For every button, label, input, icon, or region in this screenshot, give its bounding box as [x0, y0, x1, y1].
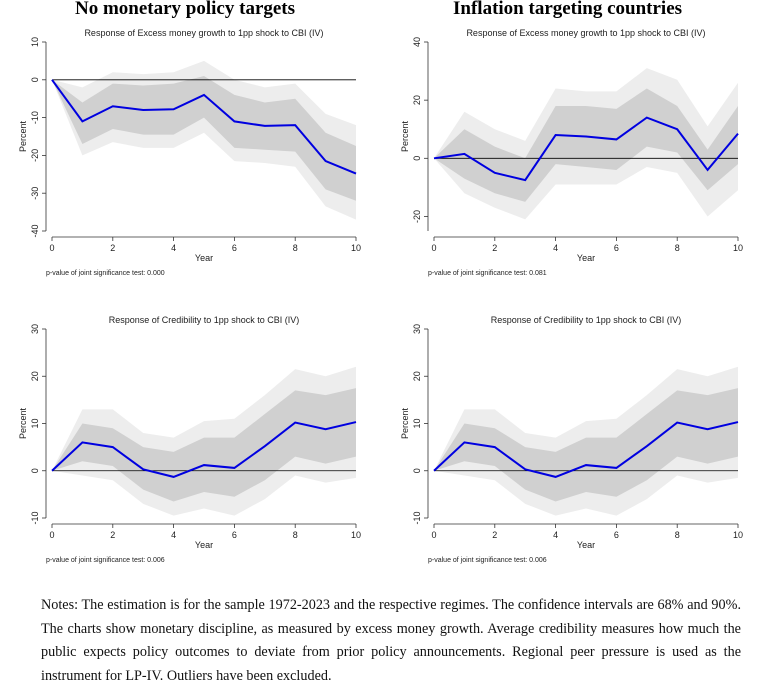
- y-tick-label: 10: [30, 418, 40, 428]
- p-value-footnote: p-value of joint significance test: 0.00…: [428, 557, 547, 564]
- chart-title: Response of Excess money growth to 1pp s…: [84, 28, 323, 38]
- confidence-band-68: [434, 88, 738, 202]
- y-tick-label: -10: [30, 511, 40, 524]
- y-tick-label: -10: [30, 111, 40, 124]
- p-value-footnote: p-value of joint significance test: 0.00…: [46, 557, 165, 564]
- series-line: [433, 116, 739, 182]
- x-tick-label: 4: [553, 243, 558, 253]
- x-tick-label: 4: [171, 530, 176, 540]
- confidence-band-68: [52, 388, 356, 502]
- y-tick-label: 0: [412, 156, 422, 161]
- y-tick-label: 10: [30, 37, 40, 47]
- x-axis-label: Year: [195, 253, 213, 263]
- x-tick-label: 10: [351, 530, 361, 540]
- chart-panel-credibility-inflation-targeting: Response of Credibility to 1pp shock to …: [396, 312, 743, 577]
- chart-title: Response of Credibility to 1pp shock to …: [491, 315, 682, 325]
- x-tick-label: 6: [614, 243, 619, 253]
- x-tick-label: 8: [675, 243, 680, 253]
- x-tick-label: 6: [232, 530, 237, 540]
- confidence-band-68: [434, 388, 738, 502]
- x-tick-label: 10: [733, 530, 743, 540]
- x-tick-label: 10: [733, 243, 743, 253]
- y-tick-label: -20: [412, 210, 422, 223]
- chart-title: Response of Credibility to 1pp shock to …: [109, 315, 300, 325]
- x-tick-label: 2: [110, 530, 115, 540]
- x-tick-label: 4: [171, 243, 176, 253]
- x-tick-label: 0: [431, 530, 436, 540]
- y-tick-label: 40: [412, 37, 422, 47]
- y-tick-label: -20: [30, 149, 40, 162]
- column-title-right: Inflation targeting countries: [453, 0, 683, 19]
- chart-panel-credibility-no-target: Response of Credibility to 1pp shock to …: [14, 312, 361, 577]
- y-axis-label: Percent: [18, 120, 28, 152]
- y-axis-label: Percent: [400, 407, 410, 439]
- x-tick-label: 4: [553, 530, 558, 540]
- y-tick-label: 20: [30, 371, 40, 381]
- y-tick-label: 0: [30, 468, 40, 473]
- x-axis-label: Year: [195, 540, 213, 550]
- series-line: [51, 421, 357, 478]
- x-tick-label: 8: [293, 243, 298, 253]
- chart-svg: Response of Credibility to 1pp shock to …: [400, 315, 743, 564]
- y-tick-label: 0: [30, 77, 40, 82]
- y-axis-label: Percent: [400, 120, 410, 152]
- x-axis-label: Year: [577, 253, 595, 263]
- chart-svg: Response of Credibility to 1pp shock to …: [18, 315, 361, 564]
- x-tick-label: 8: [293, 530, 298, 540]
- x-tick-label: 8: [675, 530, 680, 540]
- series-line: [51, 79, 357, 175]
- chart-svg: Response of Excess money growth to 1pp s…: [18, 28, 361, 277]
- x-tick-label: 0: [49, 530, 54, 540]
- x-axis-label: Year: [577, 540, 595, 550]
- y-tick-label: 10: [412, 418, 422, 428]
- x-tick-label: 2: [492, 530, 497, 540]
- x-tick-label: 0: [49, 243, 54, 253]
- y-tick-label: -30: [30, 187, 40, 200]
- chart-title: Response of Excess money growth to 1pp s…: [466, 28, 705, 38]
- chart-panel-excess-money-no-target: Response of Excess money growth to 1pp s…: [14, 25, 361, 290]
- p-value-footnote: p-value of joint significance test: 0.08…: [428, 270, 547, 277]
- series-line: [433, 421, 739, 478]
- y-tick-label: 0: [412, 468, 422, 473]
- y-tick-label: 20: [412, 371, 422, 381]
- chart-panel-excess-money-inflation-targeting: Response of Excess money growth to 1pp s…: [396, 25, 743, 290]
- y-tick-label: 20: [412, 95, 422, 105]
- column-title-left: No monetary policy targets: [75, 0, 296, 19]
- p-value-footnote: p-value of joint significance test: 0.00…: [46, 270, 165, 277]
- x-tick-label: 6: [614, 530, 619, 540]
- x-tick-label: 6: [232, 243, 237, 253]
- x-tick-label: 2: [110, 243, 115, 253]
- y-tick-label: 30: [30, 324, 40, 334]
- y-tick-label: -40: [30, 224, 40, 237]
- x-tick-label: 10: [351, 243, 361, 253]
- notes-text: Notes: The estimation is for the sample …: [41, 597, 741, 684]
- y-axis-label: Percent: [18, 407, 28, 439]
- y-tick-label: -10: [412, 511, 422, 524]
- chart-svg: Response of Excess money growth to 1pp s…: [400, 28, 743, 277]
- x-tick-label: 0: [431, 243, 436, 253]
- x-tick-label: 2: [492, 243, 497, 253]
- y-tick-label: 30: [412, 324, 422, 334]
